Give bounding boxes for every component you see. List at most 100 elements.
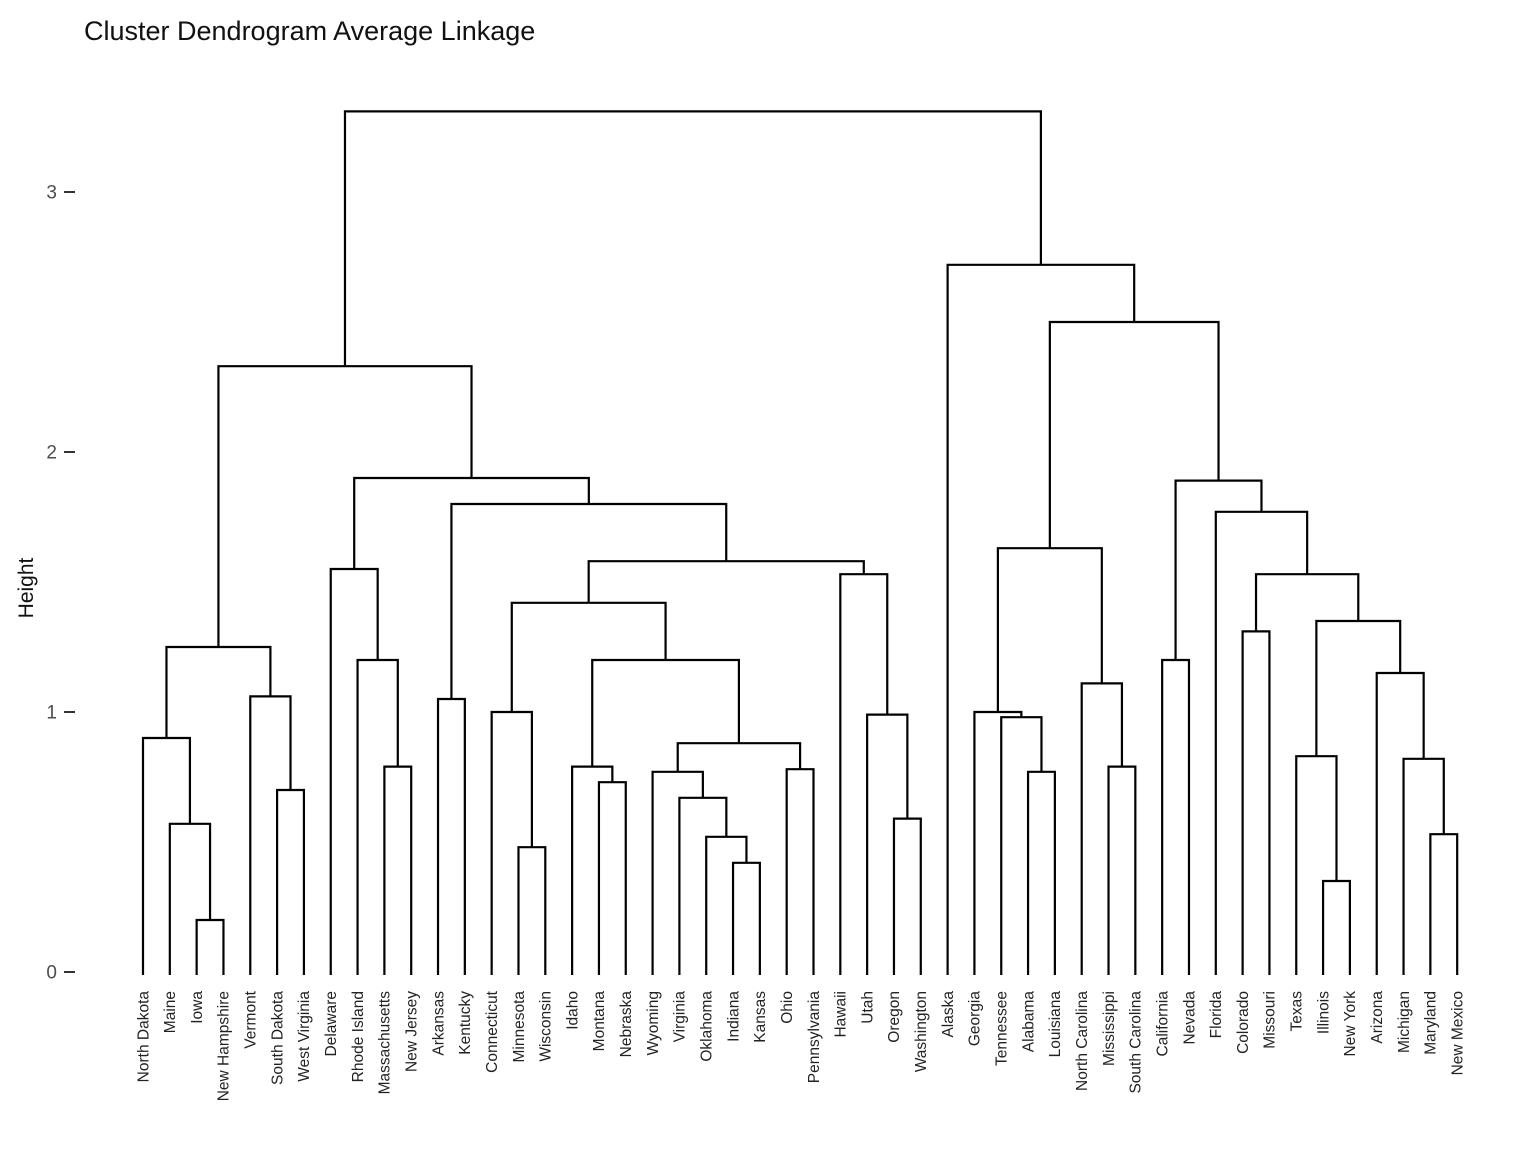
dendrogram-link: [651, 770, 704, 975]
dendrogram-link: [1080, 682, 1124, 975]
x-axis-label: Utah: [859, 991, 876, 1024]
y-axis-tick-label: 1: [46, 702, 57, 723]
dendrogram-link: [343, 110, 1042, 367]
dendrogram-link: [1429, 833, 1459, 975]
x-axis-label: Tennessee: [994, 991, 1011, 1066]
x-axis-label: Kansas: [752, 991, 769, 1043]
dendrogram-link: [785, 768, 815, 975]
dendrogram-link: [731, 861, 761, 975]
dendrogram-link: [571, 765, 614, 975]
dendrogram-link: [141, 736, 192, 975]
x-axis-label: Georgia: [967, 991, 984, 1047]
x-axis-label: Nebraska: [618, 991, 635, 1058]
dendrogram-link: [249, 695, 292, 975]
dendrogram-link: [383, 765, 413, 975]
x-axis-label: North Carolina: [1074, 991, 1091, 1091]
dendrogram-link: [597, 781, 627, 975]
y-axis-tick-label: 2: [46, 442, 57, 463]
dendrogram-link: [1402, 757, 1445, 975]
x-axis-label: California: [1154, 991, 1171, 1057]
x-axis-label: Minnesota: [511, 991, 528, 1063]
dendrogram-link: [1107, 765, 1137, 975]
dendrogram-link: [1321, 879, 1351, 975]
dendrogram-link: [329, 567, 379, 975]
dendrogram-link: [436, 697, 466, 975]
dendrogram-link: [356, 658, 399, 975]
x-axis-label: Colorado: [1235, 991, 1252, 1054]
x-axis-label: Alaska: [940, 991, 957, 1038]
x-axis-label: Nevada: [1181, 991, 1198, 1045]
x-axis-label: Maine: [162, 991, 179, 1033]
x-axis-label: Arkansas: [430, 991, 447, 1056]
dendrogram-link: [217, 365, 473, 647]
dendrogram-link: [1174, 479, 1263, 660]
x-axis-label: New Jersey: [403, 991, 420, 1072]
dendrogram-link: [1214, 510, 1309, 975]
dendrogram-link: [1315, 619, 1402, 757]
x-axis-label: New Hampshire: [216, 991, 233, 1101]
x-axis-label: Texas: [1289, 991, 1306, 1032]
x-axis-label: Virginia: [672, 991, 689, 1043]
dendrogram-link: [705, 835, 748, 975]
dendrogram-link: [1241, 630, 1271, 975]
x-axis-label: Vermont: [243, 990, 260, 1048]
x-axis-label: Indiana: [725, 991, 742, 1042]
y-axis-tick-label: 0: [46, 962, 57, 983]
dendrogram-link: [587, 560, 865, 603]
y-axis-tick-label: 3: [46, 182, 57, 203]
x-axis-label: Wyoming: [645, 991, 662, 1055]
dendrogram-link: [1375, 671, 1425, 975]
dendrogram-link: [1048, 320, 1220, 549]
x-axis-label: Pennsylvania: [806, 991, 823, 1084]
x-axis-label: Massachusetts: [377, 991, 394, 1095]
dendrogram-link: [946, 263, 1136, 975]
x-axis-label: Oregon: [886, 991, 903, 1043]
x-axis-label: New York: [1342, 991, 1359, 1057]
x-axis-label: Arizona: [1369, 991, 1386, 1044]
dendrogram-link: [973, 710, 1023, 975]
dendrogram-link: [1026, 770, 1056, 975]
dendrogram-link: [195, 918, 225, 975]
dendrogram-links: [141, 110, 1459, 975]
x-axis-label: South Carolina: [1128, 991, 1145, 1094]
dendrogram-link: [996, 547, 1103, 712]
x-axis-label: Rhode Island: [350, 991, 367, 1082]
x-axis-label: New Mexico: [1449, 991, 1466, 1075]
dendrogram-link: [892, 817, 922, 975]
x-axis-label: Oklahoma: [698, 991, 715, 1062]
x-axis-label: Louisiana: [1047, 991, 1064, 1058]
dendrogram-link: [490, 710, 533, 975]
x-axis-label: West Virginia: [296, 991, 313, 1082]
dendrogram-link: [1000, 716, 1043, 975]
dendrogram-link: [678, 796, 728, 975]
x-axis-label: Maryland: [1423, 991, 1440, 1055]
x-axis-label: Illinois: [1315, 991, 1332, 1034]
x-axis-label: Montana: [591, 991, 608, 1052]
x-axis-label: Florida: [1208, 991, 1225, 1039]
x-axis-label: Idaho: [564, 991, 581, 1030]
x-axis-label: Washington: [913, 991, 930, 1072]
x-axis-label: Michigan: [1396, 991, 1413, 1053]
x-axis-label: Wisconsin: [538, 991, 555, 1062]
x-axis-label: North Dakota: [135, 991, 152, 1083]
x-axis-label: Hawaii: [833, 991, 850, 1038]
x-axis-label: Alabama: [1020, 991, 1037, 1053]
y-axis: 0 1 2 3: [46, 182, 75, 983]
x-axis-label: South Dakota: [269, 991, 286, 1085]
x-axis-label: Missouri: [1262, 991, 1279, 1049]
dendrogram-link: [1161, 658, 1191, 975]
dendrogram-link: [276, 788, 306, 975]
x-axis-label: Iowa: [189, 991, 206, 1024]
dendrogram-link: [517, 846, 547, 975]
dendrogram-link: [1295, 755, 1338, 975]
dendrogram-link: [1254, 573, 1360, 632]
dendrogram-link: [510, 601, 667, 712]
dendrogram-link: [165, 645, 272, 738]
x-axis-label: Kentucky: [457, 991, 474, 1055]
x-axis-label: Ohio: [779, 991, 796, 1024]
y-axis-title: Height: [15, 557, 38, 618]
chart-title: Cluster Dendrogram Average Linkage: [84, 16, 535, 46]
x-axis-label: Delaware: [323, 991, 340, 1056]
